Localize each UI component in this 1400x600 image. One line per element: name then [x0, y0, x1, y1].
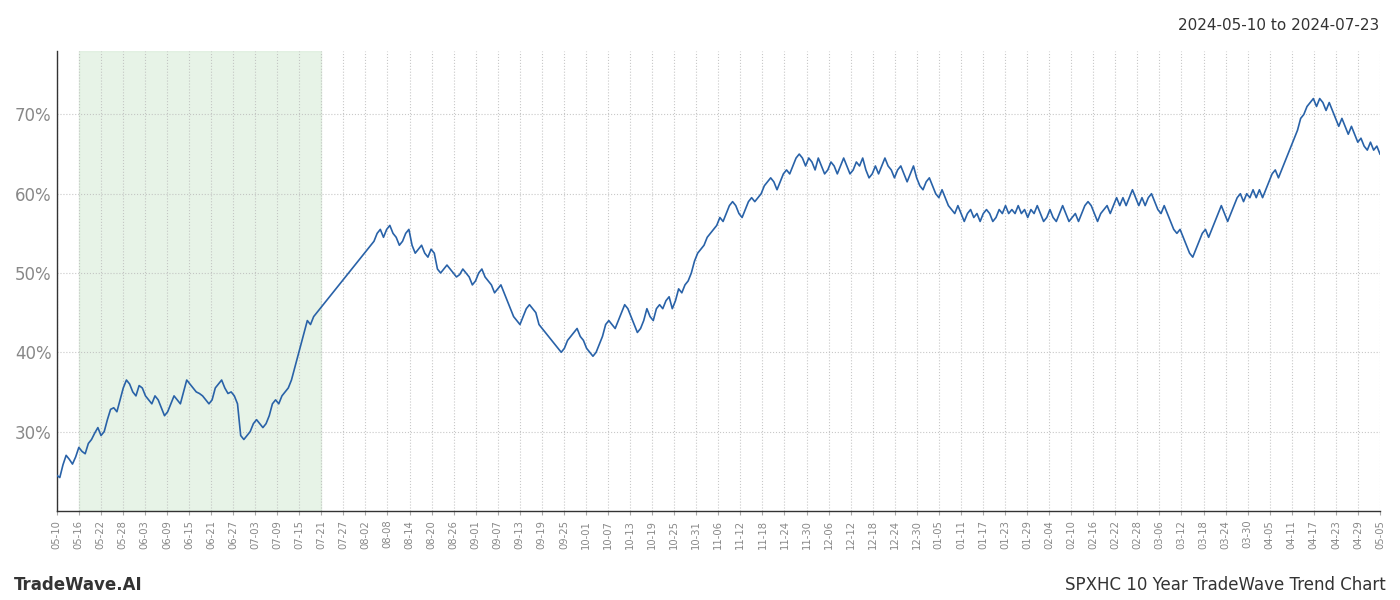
Text: SPXHC 10 Year TradeWave Trend Chart: SPXHC 10 Year TradeWave Trend Chart	[1065, 576, 1386, 594]
Text: 2024-05-10 to 2024-07-23: 2024-05-10 to 2024-07-23	[1177, 18, 1379, 33]
Bar	[78, 51, 321, 511]
Text: TradeWave.AI: TradeWave.AI	[14, 576, 143, 594]
